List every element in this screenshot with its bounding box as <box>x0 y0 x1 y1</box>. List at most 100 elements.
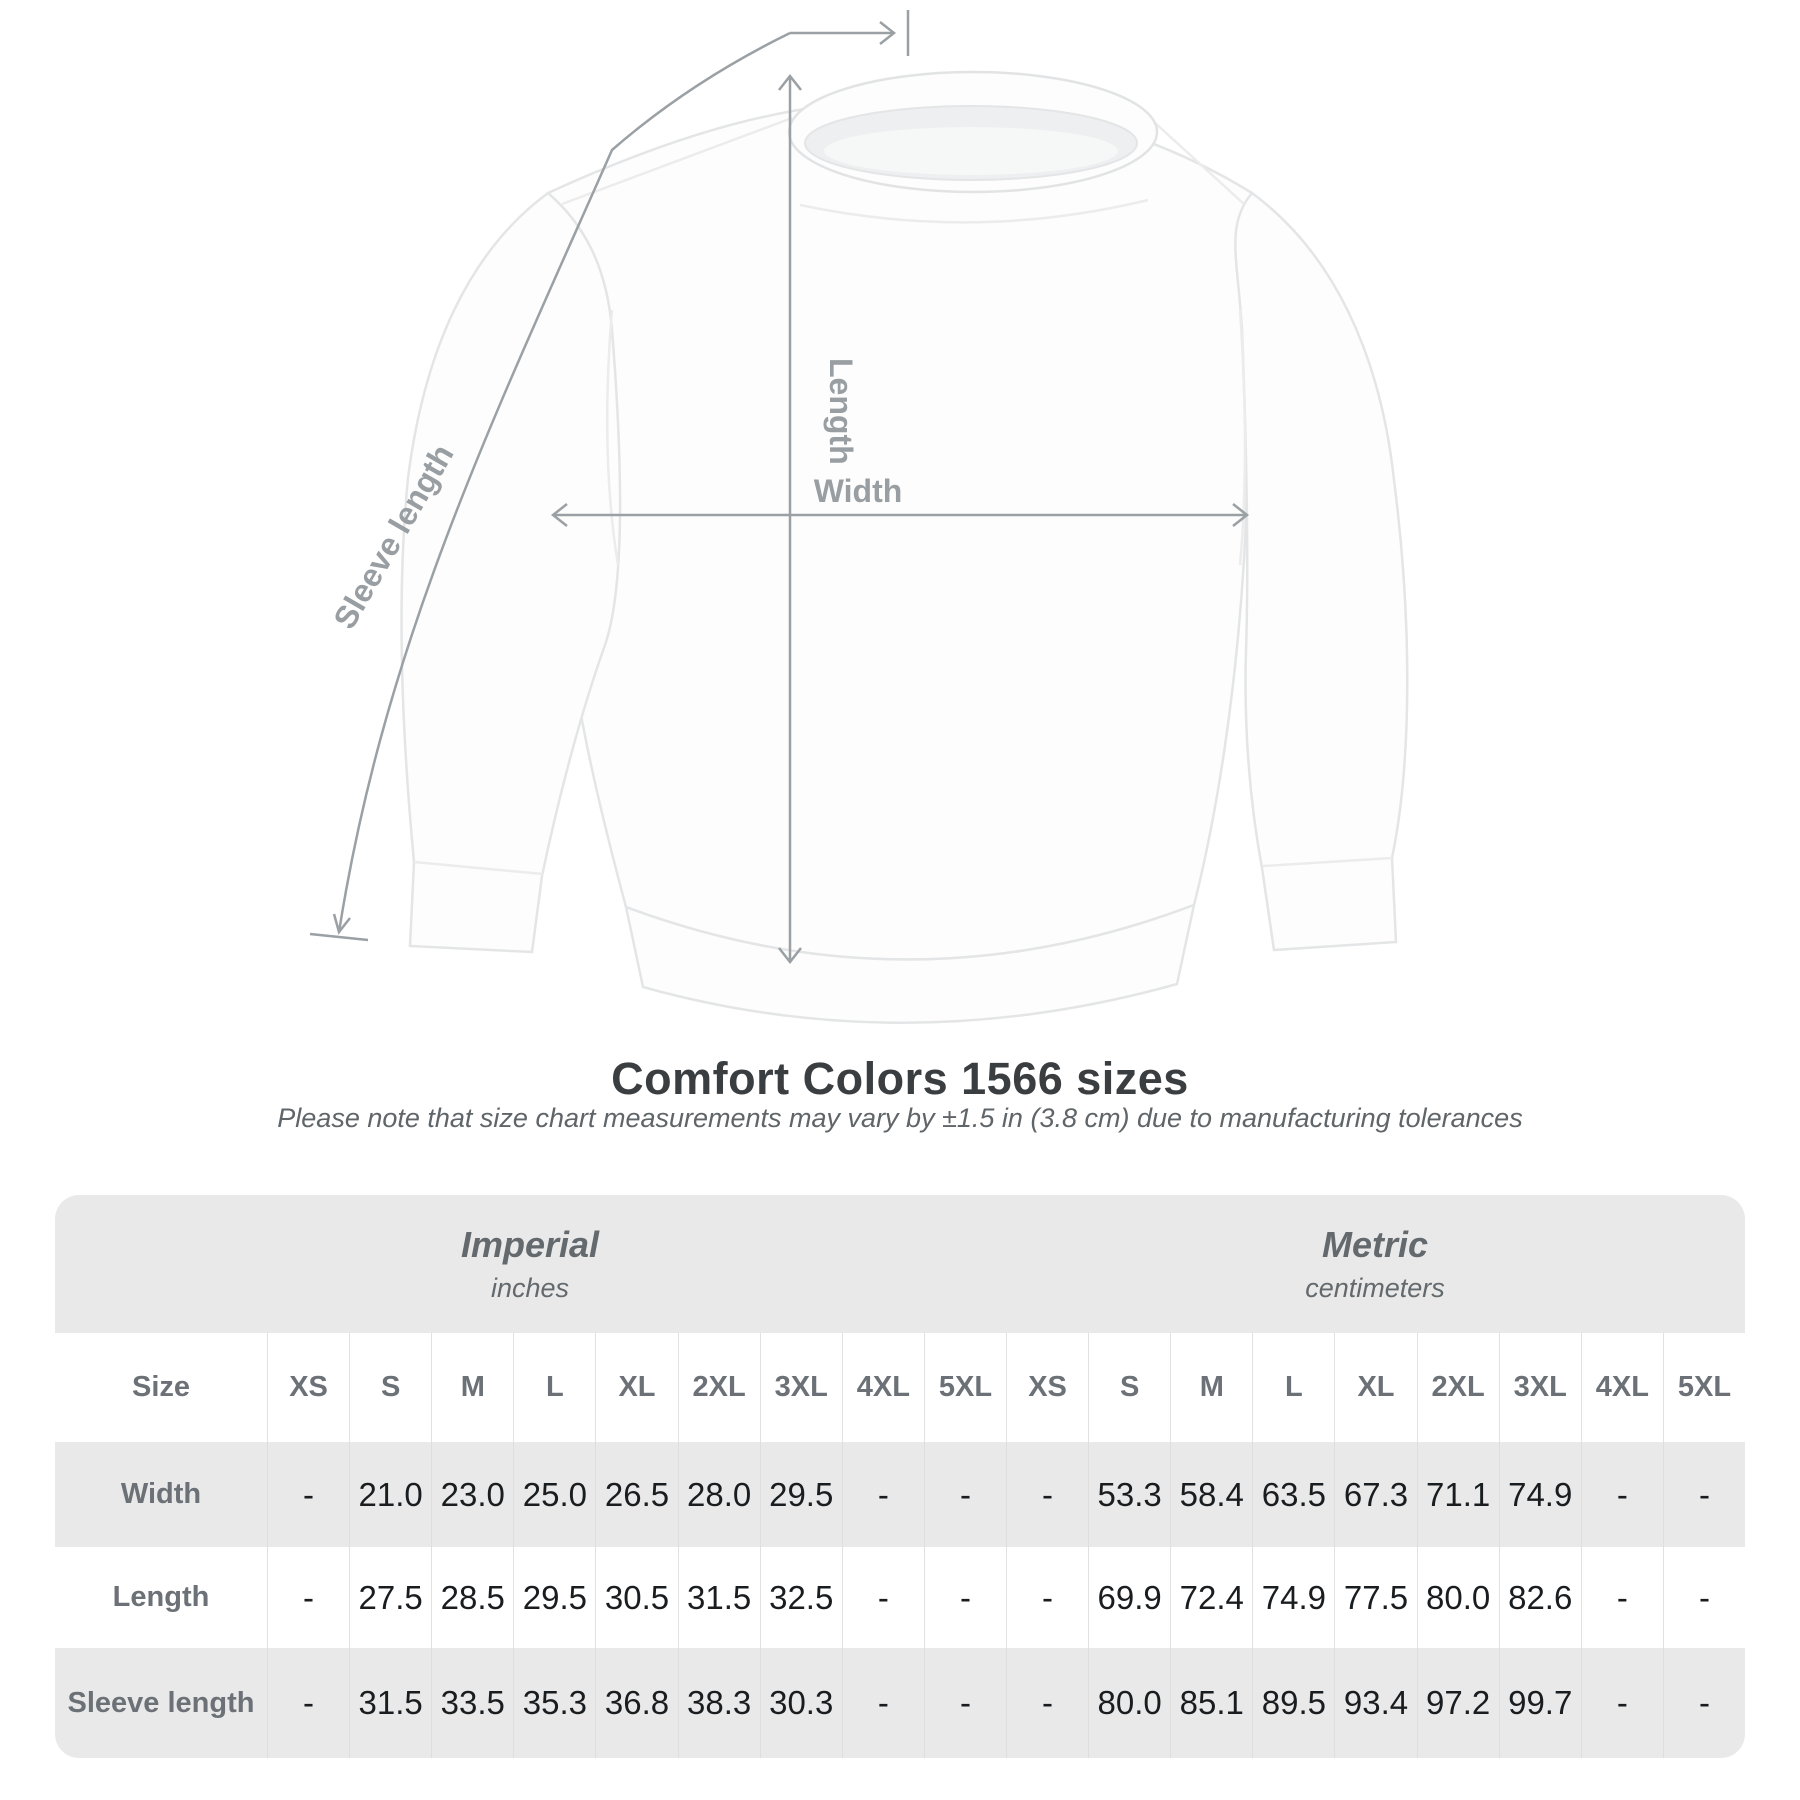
value-cell: 33.5 <box>431 1648 513 1758</box>
sweatshirt-measurement-diagram: Length Width Sleeve length <box>309 10 1409 1024</box>
size-header-cell: M <box>431 1333 513 1442</box>
value-cell: 89.5 <box>1252 1648 1334 1758</box>
value-cell: 82.6 <box>1498 1547 1581 1648</box>
value-cell: - <box>923 1442 1006 1547</box>
value-cell: - <box>1006 1547 1088 1648</box>
row-label: Length <box>112 1581 210 1613</box>
size-header-cell: M <box>1170 1333 1252 1442</box>
value-cell: 21.0 <box>349 1442 431 1547</box>
metric-unit-group: Metric centimeters <box>1005 1195 1745 1333</box>
value-cell: 32.5 <box>759 1547 842 1648</box>
size-header-cell: S <box>349 1333 431 1442</box>
value-cell: 77.5 <box>1334 1547 1416 1648</box>
value-cell: 80.0 <box>1416 1547 1499 1648</box>
metric-sublabel: centimeters <box>1305 1273 1445 1303</box>
value-cell: - <box>1662 1442 1745 1547</box>
size-header-cell: L <box>1252 1333 1334 1442</box>
size-header-row: Size XS S M L XL 2XL 3XL 4XL 5XL XS S M … <box>55 1333 1745 1442</box>
row-label: Sleeve length <box>67 1686 255 1719</box>
size-header-cell: L <box>513 1333 595 1442</box>
value-cell: - <box>1580 1547 1663 1648</box>
length-arrow-down <box>778 947 802 965</box>
table-row-length: Length - 27.5 28.5 29.5 30.5 31.5 32.5 -… <box>55 1547 1745 1648</box>
size-header-cell: 5XL <box>923 1333 1006 1442</box>
tolerance-note: Please note that size chart measurements… <box>277 1103 1523 1133</box>
width-arrow-right <box>1232 503 1250 527</box>
left-armhole-crease <box>605 309 620 566</box>
table-row-width: Width - 21.0 23.0 25.0 26.5 28.0 29.5 - … <box>55 1442 1745 1547</box>
value-cell: 31.5 <box>677 1547 760 1648</box>
value-cell: - <box>1580 1442 1663 1547</box>
value-cell: 58.4 <box>1170 1442 1252 1547</box>
value-cell: 27.5 <box>349 1547 431 1648</box>
value-cell: - <box>841 1442 924 1547</box>
value-cell: 29.5 <box>759 1442 842 1547</box>
value-cell: 93.4 <box>1334 1648 1416 1758</box>
size-header-cell: XL <box>1334 1333 1416 1442</box>
value-cell: - <box>1662 1648 1745 1758</box>
metric-label: Metric <box>1321 1224 1429 1265</box>
value-cell: - <box>267 1648 349 1758</box>
under-collar-crease <box>799 198 1149 224</box>
sweatshirt-left-sleeve <box>400 191 622 954</box>
value-cell: 30.3 <box>759 1648 842 1758</box>
size-header-cell: 4XL <box>1580 1333 1663 1442</box>
value-cell: 28.0 <box>677 1442 760 1547</box>
value-cell: - <box>841 1547 924 1648</box>
length-arrow-up <box>778 73 802 91</box>
value-cell: 99.7 <box>1498 1648 1581 1758</box>
units-band: Imperial inches Metric centimeters <box>55 1195 1745 1333</box>
value-cell: 74.9 <box>1498 1442 1581 1547</box>
size-header-cell: 3XL <box>759 1333 842 1442</box>
sweatshirt-hem-band <box>624 903 1196 1024</box>
value-cell: 63.5 <box>1252 1442 1334 1547</box>
size-header-cell: 2XL <box>677 1333 760 1442</box>
row-label: Width <box>120 1478 202 1510</box>
sweatshirt-collar <box>787 70 1159 194</box>
size-header-cell: XS <box>1006 1333 1088 1442</box>
page-title: Comfort Colors 1566 sizes <box>611 1053 1189 1104</box>
sleeve-arrow-right <box>879 21 897 45</box>
value-cell: 36.8 <box>595 1648 677 1758</box>
size-header-cell: S <box>1088 1333 1170 1442</box>
value-cell: - <box>1006 1442 1088 1547</box>
imperial-sublabel: inches <box>490 1273 570 1303</box>
imperial-label: Imperial <box>460 1224 600 1265</box>
size-header-cell: XL <box>595 1333 677 1442</box>
value-cell: 53.3 <box>1088 1442 1170 1547</box>
value-cell: 38.3 <box>677 1648 760 1758</box>
left-cuff-seam <box>413 860 544 876</box>
value-cell: - <box>1006 1648 1088 1758</box>
value-cell: - <box>841 1648 924 1758</box>
value-cell: 85.1 <box>1170 1648 1252 1758</box>
size-table: Imperial inches Metric centimeters Size … <box>55 1195 1745 1758</box>
value-cell: - <box>267 1547 349 1648</box>
value-cell: - <box>1662 1547 1745 1648</box>
value-cell: 30.5 <box>595 1547 677 1648</box>
value-cell: 74.9 <box>1252 1547 1334 1648</box>
table-row-sleeve-length: Sleeve length - 31.5 33.5 35.3 36.8 38.3… <box>55 1648 1745 1758</box>
right-cuff-seam <box>1262 856 1393 868</box>
value-cell: 31.5 <box>349 1648 431 1758</box>
right-yoke-seam <box>1153 121 1245 205</box>
value-cell: - <box>923 1648 1006 1758</box>
size-header-cell: 3XL <box>1498 1333 1581 1442</box>
value-cell: - <box>267 1442 349 1547</box>
value-cell: 71.1 <box>1416 1442 1499 1547</box>
sleeve-line-diagonal <box>337 31 791 933</box>
imperial-unit-group: Imperial inches <box>55 1195 1005 1333</box>
right-armhole-crease <box>1238 309 1247 566</box>
sleeve-arrow-end <box>332 913 351 935</box>
value-cell: 97.2 <box>1416 1648 1499 1758</box>
value-cell: 25.0 <box>513 1442 595 1547</box>
width-arrow-left <box>550 503 568 527</box>
value-cell: 29.5 <box>513 1547 595 1648</box>
value-cell: 69.9 <box>1088 1547 1170 1648</box>
value-cell: 28.5 <box>431 1547 513 1648</box>
size-corner-header: Size <box>131 1371 191 1403</box>
size-header-cell: XS <box>267 1333 349 1442</box>
value-cell: 35.3 <box>513 1648 595 1758</box>
size-header-cell: 5XL <box>1662 1333 1745 1442</box>
value-cell: 23.0 <box>431 1442 513 1547</box>
